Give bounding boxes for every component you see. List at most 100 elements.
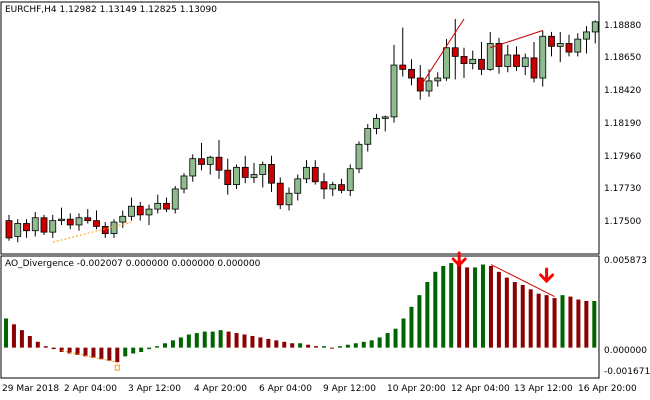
ao-bar — [592, 300, 597, 348]
time-label: 13 Apr 12:00 — [514, 384, 573, 394]
ao-bar — [377, 337, 382, 348]
candle-body — [224, 169, 232, 186]
time-axis: 29 Mar 2018 2 Apr 04:00 3 Apr 12:00 4 Ap… — [2, 384, 637, 394]
candle-body — [539, 35, 547, 79]
indicator-level-label: 0.000000 — [604, 346, 647, 356]
ao-bar — [178, 337, 183, 348]
candle-body — [303, 166, 310, 180]
candle-body — [215, 156, 223, 171]
down-arrow-icon — [539, 267, 555, 284]
divergence-trendline — [419, 18, 465, 87]
candle-body — [574, 38, 582, 53]
ao-bar — [457, 264, 462, 348]
trendline-group — [52, 18, 543, 243]
ao-bar — [155, 346, 160, 348]
price-level-label: 1.18880 — [604, 21, 641, 31]
candle-body — [189, 158, 197, 177]
ao-bar — [361, 341, 366, 348]
ao-bar — [504, 277, 509, 348]
ao-bar — [290, 343, 295, 348]
candle-body — [136, 205, 144, 216]
time-label: 9 Apr 12:00 — [323, 384, 376, 394]
ao-bar — [433, 271, 438, 348]
candle-body — [198, 158, 205, 165]
candle-body — [530, 57, 538, 79]
time-label: 16 Apr 20:00 — [578, 384, 637, 394]
dashed-marker — [114, 364, 120, 371]
ao-bar — [393, 328, 398, 348]
candle-body — [75, 217, 83, 226]
candle-body — [294, 178, 302, 194]
candle-body — [451, 47, 459, 57]
ao-bar — [401, 318, 406, 348]
candle-body — [364, 128, 372, 145]
ao-bar — [67, 347, 72, 354]
ao-bar — [242, 334, 247, 348]
candle-body — [23, 223, 30, 232]
ao-bar — [481, 264, 485, 348]
price-level-label: 1.17730 — [604, 184, 641, 194]
ao-bar — [314, 346, 319, 348]
ao-bar — [147, 347, 152, 350]
candle-body — [521, 57, 529, 67]
indicator-level-label: 0.005873 — [604, 256, 647, 266]
ao-bar — [194, 333, 199, 348]
ao-bar — [218, 330, 223, 348]
divergence-trendline — [490, 30, 543, 49]
candle-body — [320, 181, 328, 190]
ao-bar — [19, 330, 24, 348]
ao-bar — [337, 346, 342, 348]
candle-body — [338, 184, 345, 191]
candle-body — [381, 116, 389, 119]
ao-bar — [123, 347, 128, 357]
ao-bar — [99, 347, 104, 360]
candle-body — [329, 184, 337, 190]
candle-body — [40, 217, 48, 233]
time-label: 6 Apr 04:00 — [259, 384, 312, 394]
ao-bar — [282, 341, 287, 348]
ao-bar — [27, 335, 32, 348]
ao-bar — [353, 343, 358, 348]
candle-body — [93, 220, 100, 227]
ao-bar — [139, 347, 144, 353]
ao-bar — [35, 341, 40, 348]
candle-body — [145, 208, 153, 216]
candle-body — [268, 164, 275, 184]
candle-body — [154, 202, 162, 210]
ao-bar — [163, 343, 167, 348]
ao-bar — [441, 265, 446, 348]
candle-body — [346, 168, 354, 191]
candle-body — [443, 47, 450, 79]
candle-body — [128, 205, 135, 217]
ao-bar — [345, 344, 350, 348]
candle-body — [373, 117, 380, 129]
down-arrow-icon — [451, 251, 467, 268]
ao-bar — [59, 347, 64, 353]
main-chart-frame — [0, 1, 600, 255]
candle-body — [591, 21, 599, 33]
candle-body — [416, 77, 424, 92]
candle-body — [5, 220, 13, 239]
candle-body — [469, 58, 477, 65]
indicator-level-label: -0.001671 — [604, 367, 650, 377]
candle-body — [285, 192, 293, 206]
candle-body — [58, 218, 65, 222]
ao-bar — [226, 331, 231, 348]
ao-bar — [186, 334, 191, 348]
time-label: 2 Apr 04:00 — [64, 384, 117, 394]
ao-bar — [51, 347, 56, 350]
ao-bar — [83, 347, 88, 357]
candle-body — [408, 68, 415, 79]
candle-body — [110, 221, 118, 234]
ao-bar — [385, 333, 390, 348]
time-label: 29 Mar 2018 — [2, 384, 59, 394]
candle-body — [119, 215, 127, 223]
candle-body — [171, 188, 179, 210]
indicator-divergence-line — [490, 264, 555, 298]
ao-bar — [11, 324, 16, 348]
ao-bar — [258, 337, 263, 348]
time-label: 12 Apr 04:00 — [451, 384, 510, 394]
ao-bar — [329, 347, 334, 349]
